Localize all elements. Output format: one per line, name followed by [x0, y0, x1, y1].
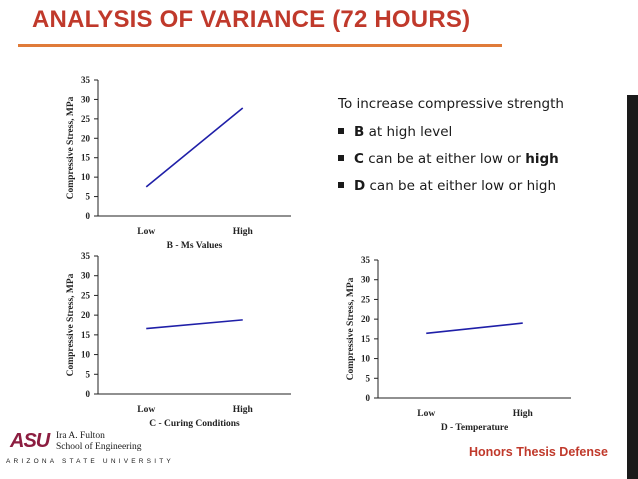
university-name: ARIZONA STATE UNIVERSITY — [6, 458, 174, 465]
asu-logo: ASU Ira A. Fulton School of Engineering … — [6, 430, 171, 470]
x-axis-label: B - Ms Values — [167, 241, 223, 251]
bullet-letter: D — [354, 178, 366, 194]
right-edge-bar — [627, 95, 638, 479]
chart-b-ms-values: 0 5 10 15 20 25 30 35 Low High B - Ms Values Compre… — [60, 72, 295, 252]
asu-mark: ASU — [10, 430, 50, 452]
bullet-item-d: D can be at either low or high — [338, 178, 564, 194]
y-tick-label: 20 — [361, 314, 371, 324]
chart-d-temperature: 0 5 10 15 20 25 30 35 Low High D - Temperature Comp… — [340, 252, 575, 437]
y-axis-label: Compressive Stress, MPa — [66, 273, 76, 376]
bullet-lead: To increase compressive strength — [338, 96, 564, 112]
y-tick-label: 0 — [86, 211, 91, 221]
x-tick-label: Low — [417, 409, 435, 419]
bullet-text: at high level — [364, 124, 453, 140]
series-line — [426, 322, 523, 335]
y-tick-label: 20 — [81, 310, 91, 320]
bullet-item-c: C can be at either low or high — [338, 151, 564, 167]
x-tick-label: Low — [137, 405, 155, 415]
x-axis-label: C - Curing Conditions — [149, 419, 240, 429]
bullet-list: To increase compressive strength B at hi… — [338, 96, 564, 205]
y-tick-label: 35 — [81, 251, 91, 261]
y-tick-label: 30 — [361, 275, 371, 285]
y-tick-label: 25 — [81, 290, 91, 300]
y-tick-label: 0 — [86, 389, 91, 399]
y-tick-label: 10 — [361, 354, 371, 364]
series-line — [145, 107, 244, 188]
series-line — [146, 319, 243, 330]
bullet-square-icon — [338, 155, 344, 161]
y-tick-label: 10 — [81, 172, 91, 182]
slide-title: ANALYSIS OF VARIANCE (72 HOURS) — [32, 6, 471, 33]
y-tick-label: 25 — [361, 294, 371, 304]
y-tick-label: 35 — [81, 75, 91, 85]
y-tick-label: 15 — [81, 153, 91, 163]
y-tick-label: 5 — [86, 369, 91, 379]
y-tick-label: 35 — [361, 255, 371, 265]
school-name: Ira A. Fulton School of Engineering — [56, 431, 141, 453]
bullet-text: can be at either low or high — [365, 178, 557, 194]
bullet-square-icon — [338, 128, 344, 134]
school-name-line2: School of Engineering — [56, 442, 142, 452]
school-name-line1: Ira A. Fulton — [56, 431, 105, 441]
bullet-letter: B — [354, 124, 365, 140]
x-tick-label: High — [233, 227, 254, 237]
y-tick-label: 15 — [361, 334, 371, 344]
bullet-text: can be at either low or — [363, 151, 526, 167]
chart-d-svg: 0 5 10 15 20 25 30 35 Low High D - Temperature Comp… — [346, 255, 571, 433]
y-tick-label: 25 — [81, 114, 91, 124]
footer-label: Honors Thesis Defense — [469, 445, 608, 459]
bullet-item-b: B at high level — [338, 124, 564, 140]
bullet-bold-tail: high — [525, 151, 559, 167]
y-tick-label: 20 — [81, 133, 91, 143]
y-tick-label: 5 — [366, 373, 371, 383]
x-axis-label: D - Temperature — [441, 423, 508, 433]
chart-c-svg: 0 5 10 15 20 25 30 35 Low High C - Curing Conditio… — [66, 251, 291, 429]
x-tick-label: Low — [137, 227, 155, 237]
bullet-square-icon — [338, 182, 344, 188]
y-tick-label: 0 — [366, 393, 371, 403]
y-tick-label: 10 — [81, 350, 91, 360]
y-tick-label: 30 — [81, 271, 91, 281]
title-underline — [18, 44, 502, 47]
x-tick-label: High — [513, 409, 534, 419]
x-tick-label: High — [233, 405, 254, 415]
bullet-letter: C — [354, 151, 364, 167]
chart-b-svg: 0 5 10 15 20 25 30 35 Low High B - Ms Values Compre… — [66, 75, 291, 251]
y-axis-label: Compressive Stress, MPa — [346, 277, 356, 380]
chart-c-curing-conditions: 0 5 10 15 20 25 30 35 Low High C - Curing Conditio… — [60, 248, 295, 433]
y-axis-label: Compressive Stress, MPa — [66, 96, 76, 199]
y-tick-label: 15 — [81, 330, 91, 340]
y-tick-label: 5 — [86, 192, 91, 202]
y-tick-label: 30 — [81, 94, 91, 104]
